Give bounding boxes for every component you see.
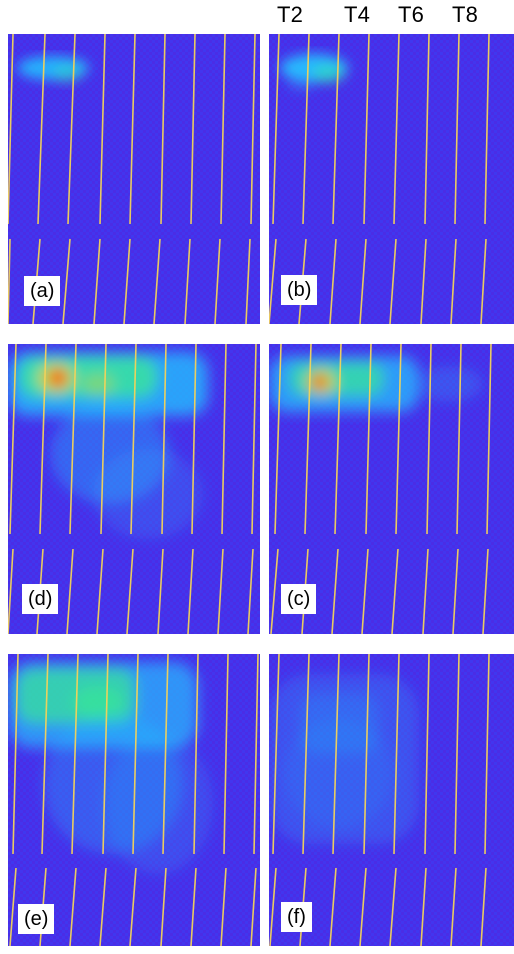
header-label-t4: T4 (344, 2, 371, 27)
header-label-t2: T2 (277, 2, 304, 27)
panel-e-heatmap (8, 654, 260, 946)
panel-b: (b) (269, 34, 514, 324)
panel-f-heatmap (269, 654, 514, 946)
panel-label-e: (e) (18, 904, 55, 934)
panel-c-heatmap (269, 344, 514, 634)
panel-d: (d) (8, 344, 260, 634)
panel-a-heatmap (8, 34, 260, 324)
panel-label-d: (d) (22, 584, 59, 614)
panel-c: (c) (269, 344, 514, 634)
panel-a: (a) (8, 34, 260, 324)
panel-label-b: (b) (281, 275, 318, 305)
panel-label-c: (c) (281, 584, 317, 614)
panel-label-f: (f) (281, 902, 312, 932)
header-label-t6: T6 (398, 2, 425, 27)
panel-e: (e) (8, 654, 260, 946)
panel-f: (f) (269, 654, 514, 946)
header-label-t8: T8 (452, 2, 479, 27)
panel-label-a: (a) (24, 276, 61, 306)
